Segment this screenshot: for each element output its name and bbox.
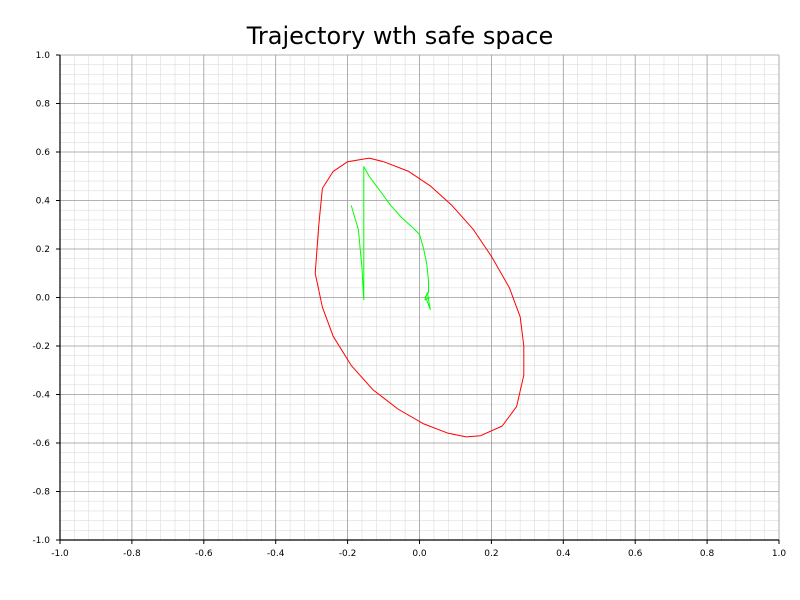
x-tick-label: 0.0: [412, 549, 427, 559]
x-tick-label: -0.2: [339, 549, 357, 559]
x-tick-label: 0.2: [484, 549, 498, 559]
x-tick-label: 1.0: [772, 549, 787, 559]
y-tick-label: -0.8: [32, 488, 50, 498]
y-tick-label: -0.2: [32, 342, 50, 352]
y-tick-label: 1.0: [36, 51, 51, 61]
safe-space-boundary-line: [314, 157, 525, 438]
y-tick-label: 0.6: [36, 148, 51, 158]
x-tick-label: -0.4: [267, 549, 285, 559]
y-tick-label: -0.6: [32, 439, 50, 449]
y-tick-label: 0.2: [36, 245, 50, 255]
x-axis-ticks: -1.0 -0.8 -0.6 -0.4 -0.2 0.0 0.2 0.4 0.6 0.8 1.0: [51, 540, 786, 559]
y-axis-ticks: 1.0 0.8 0.6 0.4 0.2 0.0 -0.2 -0.4 -0.6 -0.8 -1.0: [32, 51, 60, 546]
series-layer: [314, 157, 525, 438]
major-grid: [59, 54, 780, 541]
x-tick-label: -0.8: [123, 549, 141, 559]
y-tick-label: -0.4: [32, 391, 50, 401]
x-tick-label: -1.0: [51, 549, 69, 559]
chart-title: Trajectory wth safe space: [246, 22, 553, 50]
x-tick-label: -0.6: [195, 549, 213, 559]
y-tick-label: 0.4: [36, 197, 51, 207]
y-tick-label: -1.0: [32, 536, 50, 546]
x-tick-label: 0.8: [700, 549, 715, 559]
y-tick-label: 0.0: [36, 294, 51, 304]
x-tick-label: 0.6: [628, 549, 643, 559]
trajectory-line: [350, 166, 431, 311]
y-tick-label: 0.8: [36, 100, 51, 110]
x-tick-label: 0.4: [556, 549, 571, 559]
